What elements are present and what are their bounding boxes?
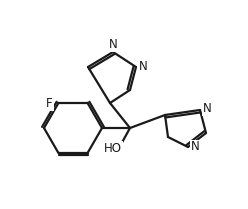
Text: F: F [46,97,53,110]
Text: N: N [191,140,199,153]
Text: N: N [109,38,117,51]
Text: HO: HO [104,141,122,154]
Text: N: N [203,102,211,116]
Text: N: N [139,60,147,74]
